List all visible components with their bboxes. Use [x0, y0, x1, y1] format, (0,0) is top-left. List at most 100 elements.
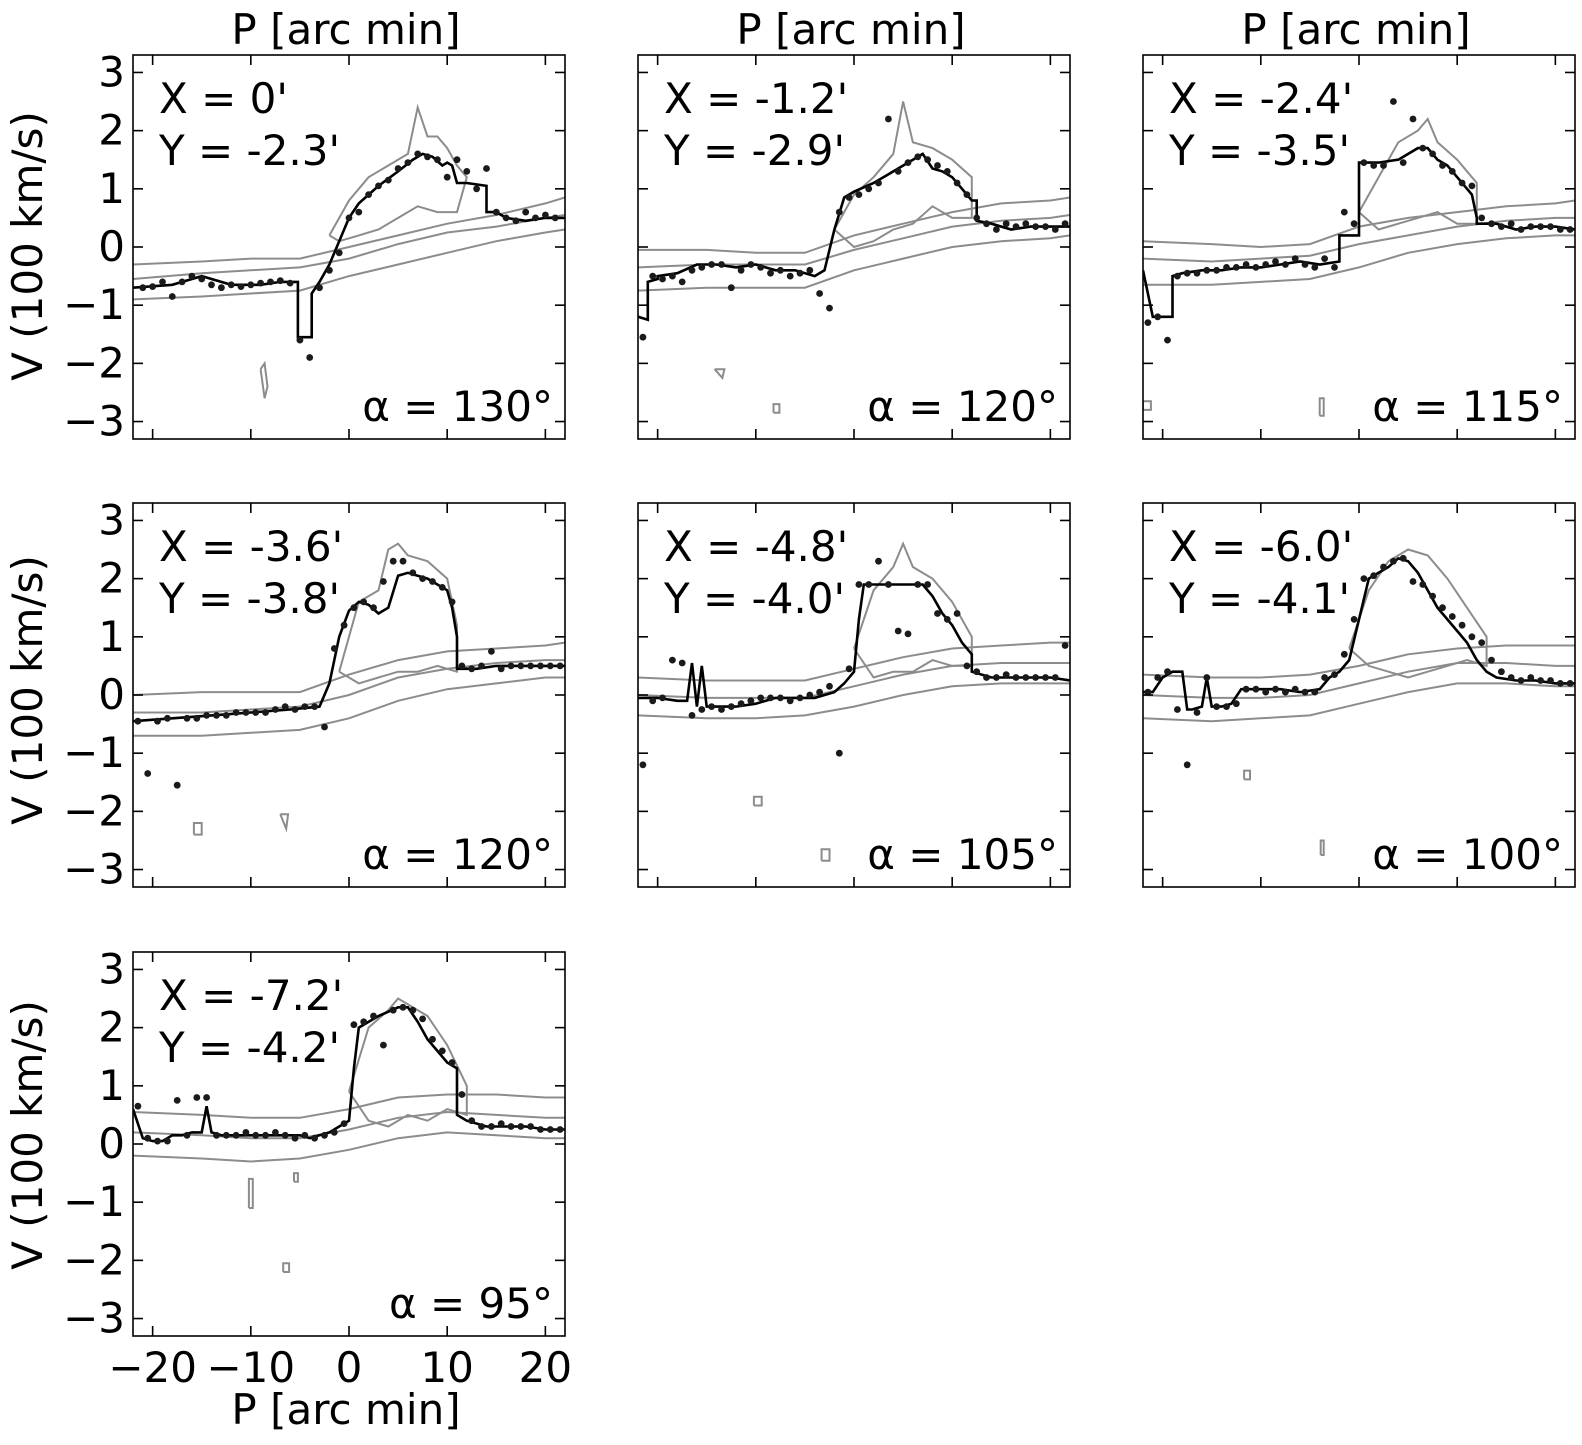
alpha-label: α = 105° [867, 830, 1058, 879]
data-point [409, 569, 417, 577]
data-point [1291, 255, 1299, 262]
y-tick-label: 0 [98, 222, 125, 271]
data-point [438, 1047, 446, 1055]
data-point [747, 261, 755, 268]
contour-line [752, 795, 763, 807]
data-point [1517, 677, 1525, 684]
y-offset-label: Y = -4.2' [158, 1023, 340, 1072]
data-point [826, 304, 833, 312]
data-point [316, 284, 323, 292]
data-point [1321, 255, 1328, 262]
data-point [1301, 688, 1309, 696]
data-point [845, 665, 853, 673]
data-point [532, 214, 539, 222]
data-point [522, 208, 530, 216]
data-point [1380, 563, 1387, 571]
alpha-label: α = 130° [362, 382, 553, 431]
data-point [639, 761, 647, 769]
contour-line [133, 214, 565, 280]
y-tick-label: −1 [63, 1177, 125, 1226]
data-point [556, 1126, 564, 1133]
data-point [551, 214, 559, 222]
data-point [227, 281, 235, 289]
data-point [914, 581, 922, 588]
data-point [1042, 223, 1049, 231]
data-point [414, 150, 422, 158]
top-xlabel-col2: P [arc min] [736, 5, 965, 54]
plot-area [1143, 548, 1575, 856]
data-point [203, 1094, 211, 1101]
data-point [1252, 685, 1260, 693]
data-point [885, 581, 892, 588]
data-point [1458, 179, 1466, 187]
x-offset-label: X = -4.8' [664, 522, 848, 571]
data-point [134, 1102, 142, 1110]
data-point [360, 1018, 368, 1026]
data-point [727, 284, 735, 292]
y-tick-label: 1 [98, 612, 125, 661]
data-point [1042, 674, 1049, 681]
data-point [1012, 674, 1020, 681]
data-point [1223, 703, 1230, 710]
data-point [458, 662, 466, 670]
y-tick-label: −2 [63, 1235, 125, 1284]
data-point [139, 284, 147, 292]
data-point [453, 156, 461, 164]
contour-line [638, 662, 1070, 699]
data-point [247, 281, 255, 289]
y-tick-label: −1 [63, 728, 125, 777]
data-point [419, 1015, 426, 1023]
data-point [517, 1123, 525, 1130]
data-point [537, 1126, 544, 1133]
y-tick-label: −3 [63, 397, 125, 446]
alpha-label: α = 120° [362, 830, 553, 879]
contour-line [1143, 682, 1575, 723]
data-point [1051, 674, 1059, 681]
data-point [542, 211, 549, 219]
data-point [188, 272, 196, 280]
data-point [326, 266, 333, 274]
data-point [934, 162, 941, 169]
data-point [537, 662, 544, 670]
y-offset-label: Y = -4.1' [1168, 574, 1350, 623]
data-point [1566, 680, 1574, 687]
data-point [370, 1012, 377, 1020]
data-point [708, 703, 715, 710]
data-point [1498, 223, 1505, 231]
data-point [1174, 706, 1181, 713]
data-point [252, 709, 260, 716]
data-point [865, 185, 873, 193]
data-point [384, 176, 392, 184]
y-tick-label: 3 [98, 495, 125, 544]
contour-line [772, 403, 781, 414]
plot-area [133, 542, 565, 836]
data-point [502, 214, 510, 222]
data-point [483, 165, 490, 172]
x-tick-label: −20 [108, 1343, 197, 1392]
data-point [267, 278, 274, 286]
data-point [1183, 761, 1191, 769]
data-point [276, 277, 284, 285]
data-point [232, 709, 240, 716]
data-point [404, 159, 412, 167]
data-point [718, 261, 725, 268]
data-point [1468, 182, 1476, 190]
data-point [286, 279, 294, 287]
plot-area [638, 541, 1070, 862]
contour-line [133, 641, 565, 696]
y-tick-label: 3 [98, 47, 125, 96]
data-point [164, 1137, 171, 1145]
data-point [1370, 162, 1378, 169]
data-point [1488, 656, 1495, 664]
data-point [865, 581, 873, 588]
data-point [291, 706, 299, 713]
data-point [1566, 226, 1574, 233]
data-point [281, 703, 289, 710]
data-point [1409, 115, 1417, 123]
data-point [497, 665, 505, 673]
x-tick-label: 20 [519, 1343, 572, 1392]
data-point [159, 278, 166, 286]
contour-line [1319, 839, 1325, 856]
alpha-label: α = 100° [1372, 830, 1563, 879]
series-line [638, 583, 1070, 708]
